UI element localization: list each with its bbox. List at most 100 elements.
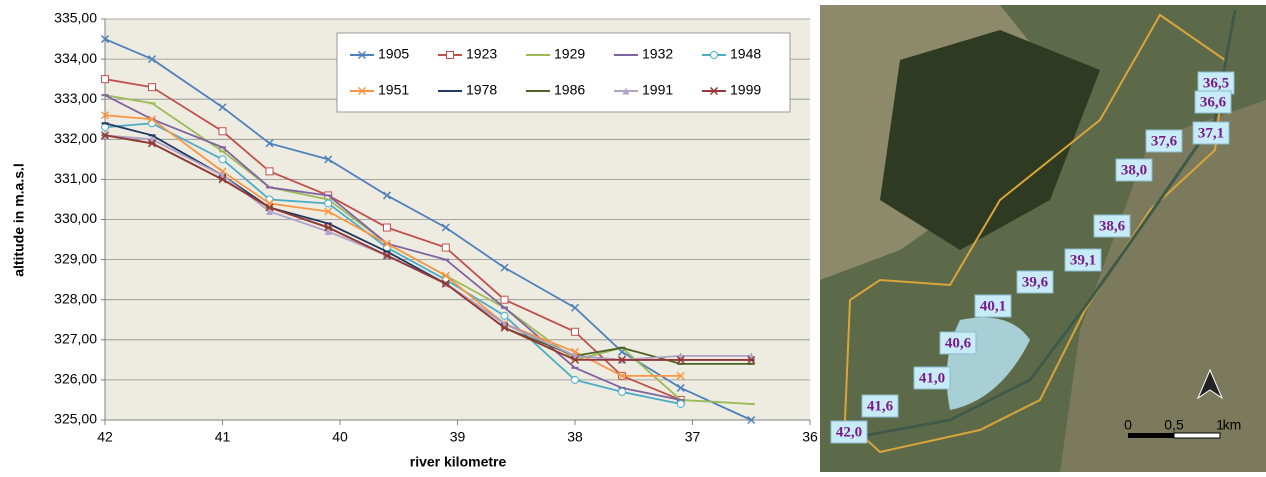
marker bbox=[148, 83, 156, 92]
scale-label: km bbox=[1223, 417, 1242, 433]
x-tick-label: 41 bbox=[215, 429, 231, 445]
legend bbox=[336, 32, 791, 113]
marker bbox=[266, 207, 273, 215]
y-tick-label: 330,00 bbox=[54, 210, 97, 226]
marker bbox=[676, 383, 685, 392]
marker bbox=[101, 123, 109, 132]
marker bbox=[617, 371, 627, 380]
scale-label: 0 bbox=[1124, 417, 1132, 433]
marker bbox=[100, 111, 110, 120]
marker bbox=[676, 399, 685, 408]
legend-label: 1923 bbox=[466, 46, 497, 62]
y-tick-label: 335,00 bbox=[54, 10, 97, 26]
map-label: 39,6 bbox=[1022, 274, 1049, 290]
map-label-box bbox=[1115, 158, 1153, 182]
x-tick-label: 40 bbox=[332, 429, 348, 445]
map-label-box bbox=[1016, 270, 1054, 294]
marker bbox=[676, 371, 685, 380]
river bbox=[839, 9, 1237, 442]
marker bbox=[147, 115, 157, 124]
forest bbox=[880, 30, 1100, 250]
marker bbox=[324, 223, 333, 232]
marker bbox=[500, 295, 509, 304]
marker bbox=[324, 199, 333, 208]
x-tick-label: 42 bbox=[97, 429, 113, 445]
y-tick-label: 331,00 bbox=[54, 170, 97, 186]
legend-label: 1986 bbox=[554, 82, 585, 98]
map-label-box bbox=[861, 394, 899, 418]
marker bbox=[383, 223, 391, 232]
marker bbox=[218, 155, 227, 164]
legend-label: 1999 bbox=[730, 82, 761, 98]
map-label-box bbox=[1145, 129, 1183, 153]
fields bbox=[1060, 100, 1266, 472]
legend-label: 1991 bbox=[642, 82, 673, 98]
y-axis-label: altitude in m.a.s.l bbox=[11, 163, 27, 277]
x-tick-label: 37 bbox=[685, 429, 701, 445]
marker bbox=[265, 167, 274, 176]
map-label-box bbox=[974, 294, 1012, 318]
marker bbox=[571, 375, 579, 384]
map: 36,5 36,6 37,1 37,638,0 38,6 39,1 39,6 40,1 40,6… bbox=[820, 5, 1266, 472]
marker bbox=[570, 355, 580, 364]
scale-label: 0,5 bbox=[1164, 417, 1184, 433]
marker bbox=[265, 139, 274, 148]
map-label: 42,0 bbox=[836, 424, 862, 440]
marker bbox=[676, 355, 685, 364]
map-label-box bbox=[830, 420, 868, 444]
map-label: 38,0 bbox=[1121, 162, 1147, 178]
marker bbox=[100, 131, 110, 140]
marker bbox=[710, 51, 718, 59]
x-tick-label: 39 bbox=[450, 429, 466, 445]
map-label: 37,6 bbox=[1151, 133, 1178, 149]
map-label: 37,1 bbox=[1198, 125, 1224, 141]
marker bbox=[441, 279, 450, 288]
legend-label: 1948 bbox=[730, 46, 761, 62]
x-tick-label: 38 bbox=[567, 429, 583, 445]
x-axis-label: river kilometre bbox=[410, 454, 507, 470]
marker bbox=[571, 327, 579, 336]
marker bbox=[100, 35, 110, 44]
scale-label: 1 bbox=[1216, 417, 1224, 433]
x-tick-label: 36 bbox=[802, 429, 818, 445]
map-label-box bbox=[1192, 121, 1230, 145]
legend-label: 1929 bbox=[554, 46, 585, 62]
marker bbox=[441, 223, 450, 232]
map-label: 40,6 bbox=[945, 335, 972, 351]
marker bbox=[570, 303, 580, 312]
y-tick-label: 325,00 bbox=[54, 411, 97, 427]
marker bbox=[618, 387, 626, 396]
map-label: 40,1 bbox=[980, 298, 1006, 314]
y-tick-label: 333,00 bbox=[54, 90, 97, 106]
legend-label: 1932 bbox=[642, 46, 673, 62]
legend-label: 1978 bbox=[466, 82, 497, 98]
north-arrow bbox=[1196, 368, 1224, 400]
map-label: 38,6 bbox=[1099, 218, 1126, 234]
scale-bar bbox=[1173, 432, 1221, 439]
map-label-box bbox=[1093, 214, 1131, 238]
marker bbox=[324, 155, 333, 164]
legend-label: 1951 bbox=[378, 82, 409, 98]
series-line bbox=[104, 38, 752, 421]
y-tick-label: 328,00 bbox=[54, 290, 97, 306]
marker bbox=[747, 415, 756, 425]
marker bbox=[218, 103, 227, 112]
map-label-box bbox=[1194, 90, 1232, 114]
y-tick-label: 326,00 bbox=[54, 371, 97, 387]
map-label: 36,6 bbox=[1200, 94, 1227, 110]
marker bbox=[382, 251, 392, 260]
marker bbox=[147, 139, 157, 148]
marker bbox=[324, 207, 333, 216]
map-label: 41,0 bbox=[919, 370, 945, 386]
marker bbox=[441, 243, 450, 252]
marker bbox=[446, 51, 454, 59]
marker bbox=[441, 271, 450, 280]
legend-label: 1905 bbox=[378, 46, 409, 62]
marker bbox=[324, 228, 332, 236]
marker bbox=[622, 87, 630, 95]
y-tick-label: 329,00 bbox=[54, 250, 97, 266]
map-label-box bbox=[939, 331, 977, 355]
map-label-box bbox=[913, 366, 951, 390]
y-tick-label: 332,00 bbox=[54, 130, 97, 146]
